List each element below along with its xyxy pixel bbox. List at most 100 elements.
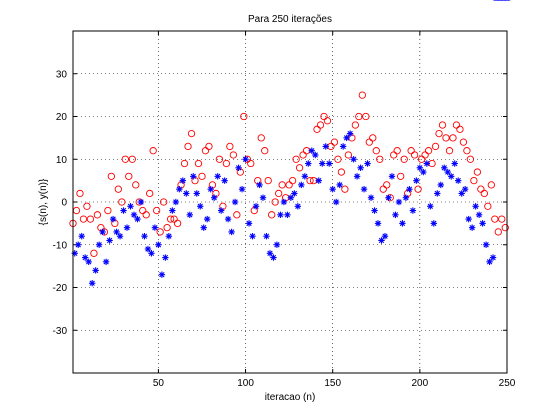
x-tick-label: 50 <box>153 378 165 389</box>
marker-yn-asterisk <box>75 242 81 248</box>
marker-yn-asterisk <box>221 177 227 183</box>
marker-yn-asterisk <box>117 233 123 239</box>
marker-yn-asterisk <box>82 254 88 260</box>
marker-yn-asterisk <box>232 199 238 205</box>
marker-yn-asterisk <box>92 267 98 273</box>
marker-yn-asterisk <box>277 212 283 218</box>
marker-yn-asterisk <box>85 259 91 265</box>
y-tick-label: 10 <box>56 155 68 166</box>
marker-yn-asterisk <box>267 250 273 256</box>
marker-yn-asterisk <box>246 220 252 226</box>
marker-yn-asterisk <box>162 254 168 260</box>
marker-yn-asterisk <box>106 237 112 243</box>
marker-yn-asterisk <box>207 186 213 192</box>
marker-yn-asterisk <box>253 203 259 209</box>
marker-yn-asterisk <box>141 233 147 239</box>
marker-yn-asterisk <box>256 182 262 188</box>
marker-yn-asterisk <box>361 186 367 192</box>
y-tick-label: 20 <box>56 112 68 123</box>
marker-yn-asterisk <box>239 186 245 192</box>
marker-yn-asterisk <box>138 199 144 205</box>
marker-yn-asterisk <box>194 190 200 196</box>
marker-yn-asterisk <box>364 160 370 166</box>
marker-yn-asterisk <box>79 233 85 239</box>
marker-yn-asterisk <box>403 195 409 201</box>
marker-yn-asterisk <box>180 177 186 183</box>
marker-yn-asterisk <box>309 148 315 154</box>
marker-yn-asterisk <box>413 177 419 183</box>
marker-yn-asterisk <box>127 203 133 209</box>
marker-yn-asterisk <box>131 212 137 218</box>
x-tick-label: 200 <box>412 378 429 389</box>
marker-yn-asterisk <box>452 160 458 166</box>
y-tick-label: -10 <box>53 240 68 251</box>
marker-yn-asterisk <box>235 165 241 171</box>
marker-yn-asterisk <box>228 229 234 235</box>
marker-yn-asterisk <box>333 199 339 205</box>
marker-yn-asterisk <box>305 160 311 166</box>
marker-yn-asterisk <box>483 242 489 248</box>
marker-yn-asterisk <box>204 216 210 222</box>
marker-yn-asterisk <box>291 190 297 196</box>
marker-yn-asterisk <box>263 233 269 239</box>
marker-yn-asterisk <box>486 259 492 265</box>
marker-yn-asterisk <box>89 280 95 286</box>
marker-yn-asterisk <box>350 156 356 162</box>
y-tick-label: 30 <box>56 69 68 80</box>
marker-yn-asterisk <box>448 173 454 179</box>
marker-yn-asterisk <box>424 160 430 166</box>
marker-yn-asterisk <box>441 165 447 171</box>
marker-yn-asterisk <box>159 271 165 277</box>
marker-yn-asterisk <box>284 212 290 218</box>
marker-yn-asterisk <box>455 177 461 183</box>
marker-yn-asterisk <box>166 233 172 239</box>
x-tick-label: 100 <box>237 378 254 389</box>
marker-yn-asterisk <box>340 143 346 149</box>
x-axis-label: iteracao (n) <box>265 392 316 403</box>
marker-yn-asterisk <box>396 199 402 205</box>
marker-yn-asterisk <box>96 242 102 248</box>
marker-yn-asterisk <box>298 182 304 188</box>
marker-yn-asterisk <box>382 233 388 239</box>
marker-yn-asterisk <box>183 190 189 196</box>
marker-yn-asterisk <box>274 242 280 248</box>
marker-yn-asterisk <box>113 229 119 235</box>
marker-yn-asterisk <box>354 173 360 179</box>
y-tick-label: 0 <box>61 198 67 209</box>
marker-yn-asterisk <box>187 212 193 218</box>
marker-yn-asterisk <box>260 195 266 201</box>
marker-yn-asterisk <box>99 229 105 235</box>
marker-yn-asterisk <box>110 216 116 222</box>
marker-yn-asterisk <box>490 254 496 260</box>
marker-yn-asterisk <box>445 169 451 175</box>
marker-yn-asterisk <box>371 207 377 213</box>
marker-yn-asterisk <box>410 207 416 213</box>
marker-yn-asterisk <box>148 250 154 256</box>
marker-yn-asterisk <box>190 173 196 179</box>
marker-yn-asterisk <box>326 160 332 166</box>
marker-yn-asterisk <box>438 182 444 188</box>
marker-yn-asterisk <box>312 152 318 158</box>
marker-yn-asterisk <box>462 186 468 192</box>
marker-yn-asterisk <box>288 195 294 201</box>
marker-yn-asterisk <box>406 186 412 192</box>
marker-yn-asterisk <box>249 233 255 239</box>
marker-yn-asterisk <box>389 173 395 179</box>
marker-yn-asterisk <box>323 143 329 149</box>
marker-yn-asterisk <box>319 160 325 166</box>
marker-yn-asterisk <box>458 190 464 196</box>
marker-yn-asterisk <box>124 224 130 230</box>
marker-yn-asterisk <box>368 195 374 201</box>
marker-yn-asterisk <box>218 207 224 213</box>
marker-yn-asterisk <box>211 195 217 201</box>
marker-yn-asterisk <box>330 186 336 192</box>
marker-yn-asterisk <box>343 135 349 141</box>
marker-yn-asterisk <box>145 246 151 252</box>
marker-yn-asterisk <box>201 224 207 230</box>
marker-yn-asterisk <box>295 203 301 209</box>
marker-yn-asterisk <box>155 242 161 248</box>
marker-yn-asterisk <box>434 190 440 196</box>
marker-yn-asterisk <box>225 216 231 222</box>
y-tick-label: -20 <box>53 283 68 294</box>
